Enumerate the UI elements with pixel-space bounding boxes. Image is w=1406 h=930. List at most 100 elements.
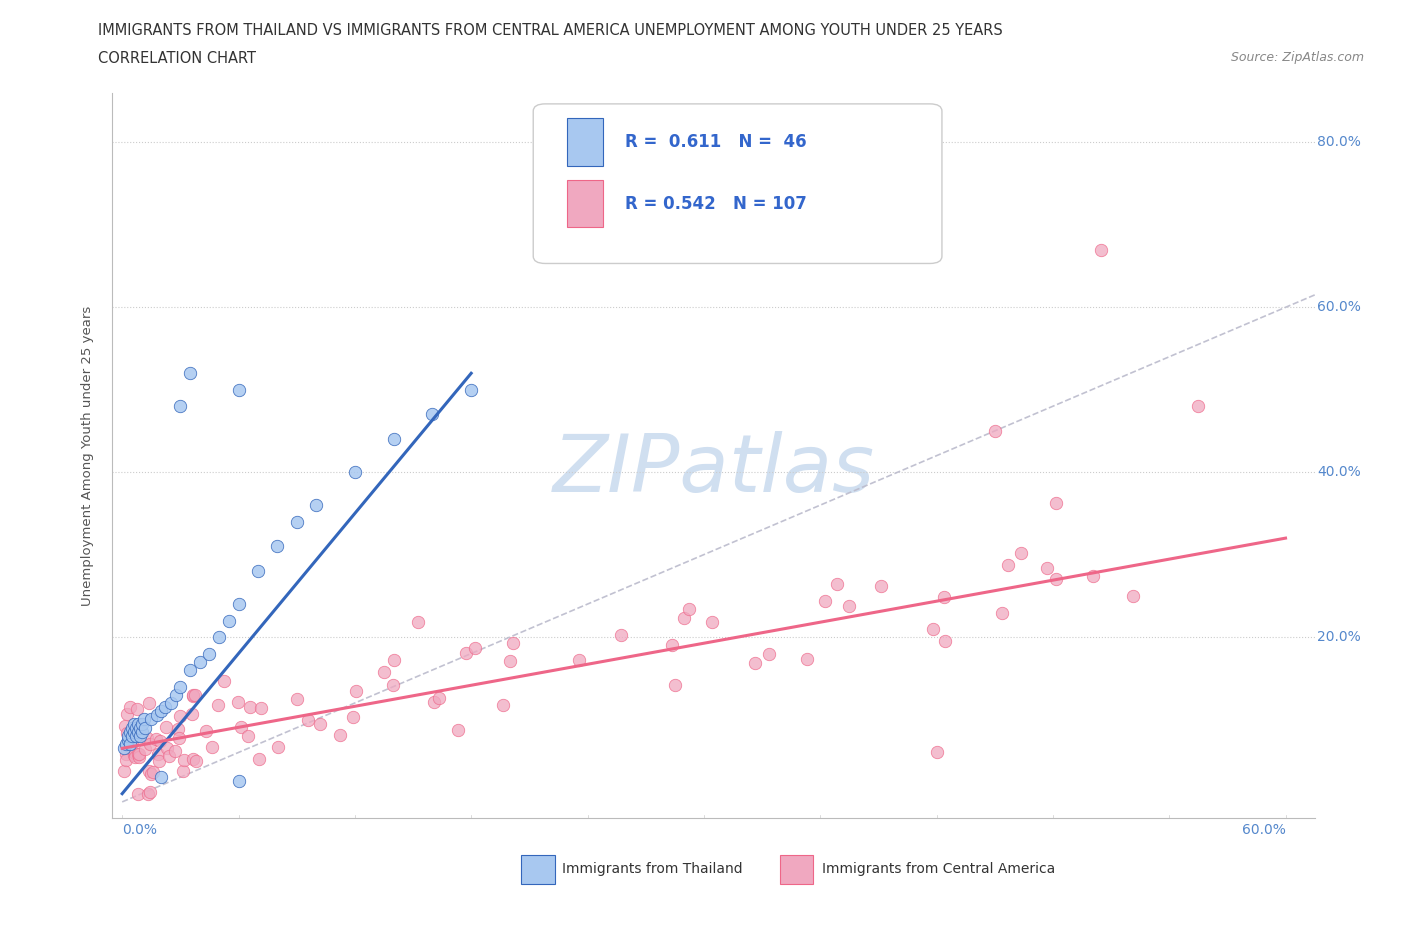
Text: Immigrants from Central America: Immigrants from Central America xyxy=(821,862,1054,876)
Point xyxy=(128,728,150,743)
Point xyxy=(825,577,848,591)
Point xyxy=(127,786,149,801)
Point xyxy=(423,695,446,710)
Text: 20.0%: 20.0% xyxy=(1317,630,1361,644)
Point xyxy=(329,727,352,742)
Point xyxy=(218,613,240,628)
Point xyxy=(568,653,591,668)
Point xyxy=(406,615,429,630)
Point xyxy=(179,365,201,380)
Point xyxy=(246,564,269,578)
Text: 60.0%: 60.0% xyxy=(1241,823,1285,837)
Text: IMMIGRANTS FROM THAILAND VS IMMIGRANTS FROM CENTRAL AMERICA UNEMPLOYMENT AMONG Y: IMMIGRANTS FROM THAILAND VS IMMIGRANTS F… xyxy=(98,23,1002,38)
Point xyxy=(266,539,288,554)
Point xyxy=(744,656,766,671)
Point xyxy=(200,739,222,754)
Point xyxy=(382,432,405,446)
Point xyxy=(121,728,143,743)
FancyBboxPatch shape xyxy=(567,118,603,166)
Point xyxy=(309,717,332,732)
Point xyxy=(121,720,143,735)
Point xyxy=(156,740,179,755)
Point xyxy=(149,704,172,719)
Point xyxy=(127,724,149,739)
FancyBboxPatch shape xyxy=(780,855,813,884)
Point xyxy=(146,747,169,762)
Point xyxy=(181,688,204,703)
Point xyxy=(121,734,143,749)
Point xyxy=(1010,546,1032,561)
Point xyxy=(983,423,1005,438)
Point xyxy=(1090,242,1112,257)
Point xyxy=(115,737,138,751)
Point xyxy=(228,382,250,397)
Text: Source: ZipAtlas.com: Source: ZipAtlas.com xyxy=(1230,51,1364,64)
Point xyxy=(117,733,139,748)
Point xyxy=(169,709,191,724)
Point xyxy=(344,684,367,698)
Point xyxy=(921,621,943,636)
Point xyxy=(128,746,150,761)
Text: 80.0%: 80.0% xyxy=(1317,136,1361,150)
Point xyxy=(183,688,205,703)
Point xyxy=(870,578,893,593)
Point xyxy=(117,707,139,722)
Point xyxy=(297,712,319,727)
Point xyxy=(172,764,194,778)
Point xyxy=(214,673,236,688)
Point xyxy=(249,700,271,715)
Point xyxy=(181,751,204,766)
Point xyxy=(145,732,167,747)
Point xyxy=(454,645,477,660)
Text: 60.0%: 60.0% xyxy=(1317,300,1361,314)
Text: ZIPatlas: ZIPatlas xyxy=(553,432,875,510)
Point xyxy=(198,646,221,661)
Point xyxy=(115,752,138,767)
Point xyxy=(997,557,1019,572)
Point xyxy=(167,721,190,736)
Point xyxy=(114,719,136,734)
Point xyxy=(228,774,250,789)
Point xyxy=(373,664,395,679)
Point xyxy=(195,724,218,738)
Point xyxy=(125,701,148,716)
Point xyxy=(120,700,142,715)
Point xyxy=(239,699,262,714)
Point xyxy=(128,750,150,764)
Point xyxy=(124,750,146,764)
Point xyxy=(135,730,157,745)
Point xyxy=(1036,560,1059,575)
Point xyxy=(228,597,250,612)
Point xyxy=(127,716,149,731)
Point xyxy=(247,751,270,766)
Point xyxy=(134,720,156,735)
Point xyxy=(267,739,290,754)
Point xyxy=(138,764,160,778)
Point xyxy=(128,720,150,735)
Point xyxy=(180,706,202,721)
Point xyxy=(932,590,955,604)
Point xyxy=(183,687,205,702)
Point xyxy=(502,636,524,651)
Point xyxy=(208,630,231,644)
Point xyxy=(814,593,837,608)
Point xyxy=(139,737,162,751)
Point xyxy=(139,784,162,799)
Point xyxy=(112,741,135,756)
Point xyxy=(342,710,364,724)
Text: 0.0%: 0.0% xyxy=(122,823,157,837)
Point xyxy=(427,690,450,705)
Point xyxy=(498,654,520,669)
Point xyxy=(207,698,229,712)
Point xyxy=(114,747,136,762)
Point xyxy=(838,599,860,614)
Point xyxy=(169,679,191,694)
Point xyxy=(122,748,145,763)
Point xyxy=(112,764,135,778)
Point xyxy=(129,724,152,739)
Point xyxy=(157,749,180,764)
Point xyxy=(1045,571,1067,586)
Point xyxy=(148,753,170,768)
Point xyxy=(1045,496,1067,511)
Point xyxy=(169,399,191,414)
